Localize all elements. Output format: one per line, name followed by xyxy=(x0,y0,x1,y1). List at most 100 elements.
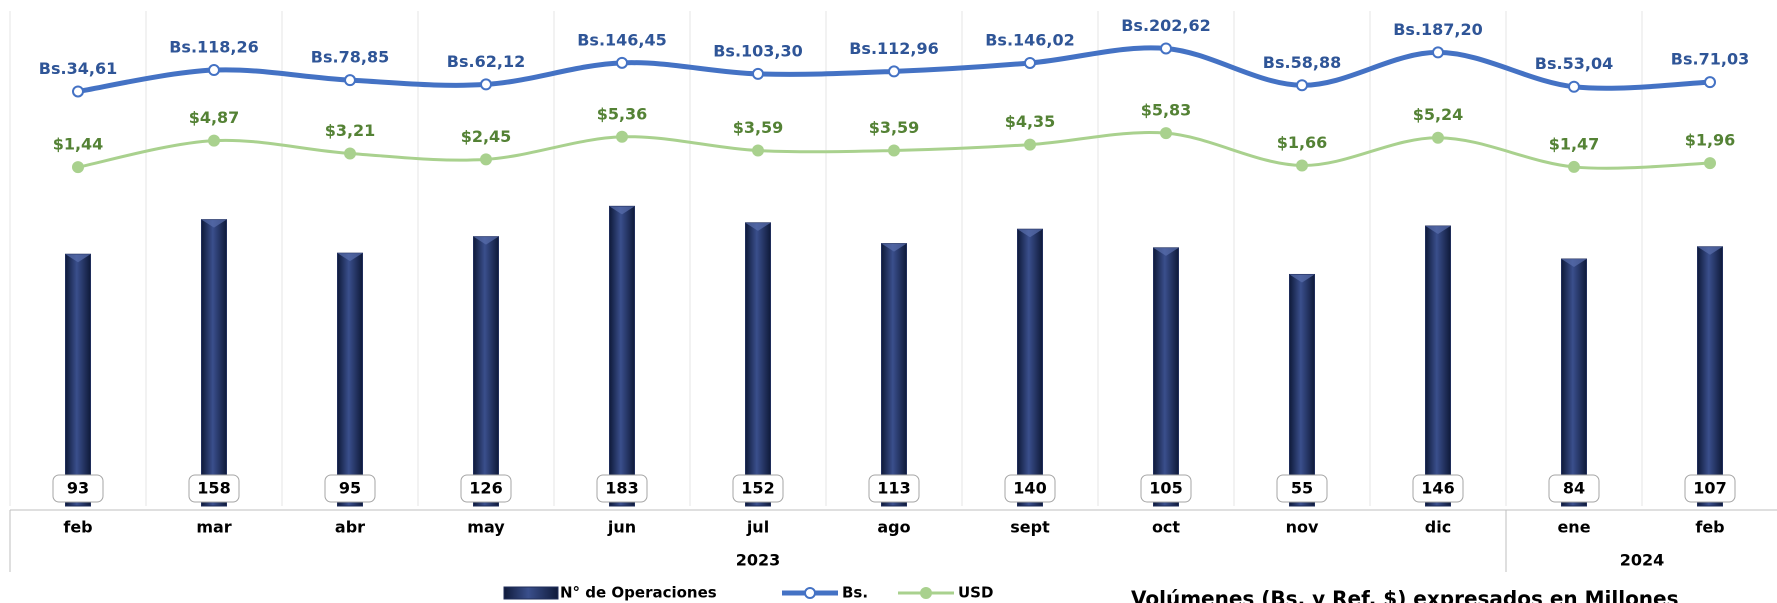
bar-cap xyxy=(1017,229,1043,238)
line-value-label: $3,59 xyxy=(733,118,784,137)
marker xyxy=(616,56,628,69)
marker xyxy=(888,144,900,157)
x-tick-label: dic xyxy=(1425,518,1451,537)
bar-value-label: 84 xyxy=(1563,479,1585,498)
marker xyxy=(1160,42,1172,55)
bar-cap xyxy=(65,254,91,263)
bar-cap xyxy=(337,253,363,262)
marker xyxy=(888,65,900,78)
marker xyxy=(1432,131,1444,144)
value-label-box xyxy=(1412,474,1464,503)
value-label-box xyxy=(1548,474,1600,503)
value-label-box xyxy=(1140,474,1192,503)
marker xyxy=(1704,157,1716,170)
line-value-label: $5,36 xyxy=(597,104,648,123)
line-value-label: Bs.53,04 xyxy=(1535,54,1613,73)
marker xyxy=(480,153,492,166)
bar xyxy=(337,252,363,507)
bar xyxy=(1017,228,1043,507)
line-value-label: Bs.78,85 xyxy=(311,48,389,67)
marker xyxy=(1296,79,1308,92)
marker xyxy=(1296,159,1308,172)
x-tick-label: feb xyxy=(1695,518,1724,537)
bar xyxy=(473,236,499,507)
bar xyxy=(65,253,91,507)
x-tick-label: nov xyxy=(1286,518,1319,537)
x-tick-label: mar xyxy=(196,518,231,537)
line-value-label: $1,66 xyxy=(1277,133,1328,152)
line-value-label: $3,59 xyxy=(869,118,920,137)
value-label-box xyxy=(188,474,240,503)
bar-value-label: 105 xyxy=(1149,479,1182,498)
marker xyxy=(344,147,356,160)
marker xyxy=(72,161,84,174)
bar-value-label: 55 xyxy=(1291,479,1313,498)
bar-value-label: 146 xyxy=(1421,479,1454,498)
bar-value-label: 183 xyxy=(605,479,638,498)
line-value-label: $5,83 xyxy=(1141,101,1192,120)
x-tick-label: oct xyxy=(1152,518,1180,537)
value-label-box xyxy=(732,474,784,503)
line-value-label: $1,44 xyxy=(53,135,104,154)
line-value-label: $1,47 xyxy=(1549,134,1600,153)
line-value-label: Bs.112,96 xyxy=(849,39,939,58)
note: Volúmenes (Bs. y Ref. $) expresados en M… xyxy=(1131,587,1679,603)
bar-cap xyxy=(201,219,227,228)
bar-cap xyxy=(1289,274,1315,283)
value-label-box xyxy=(868,474,920,503)
line-value-label: Bs.58,88 xyxy=(1263,53,1341,72)
line-value-label: $4,35 xyxy=(1005,112,1056,131)
bar-value-label: 93 xyxy=(67,479,89,498)
marker xyxy=(616,130,628,143)
bar-value-label: 152 xyxy=(741,479,774,498)
line-value-label: $1,96 xyxy=(1685,131,1736,150)
legend-label: USD xyxy=(958,584,993,602)
line-value-label: $4,87 xyxy=(189,108,240,127)
value-label-box xyxy=(1684,474,1736,503)
value-label-box xyxy=(596,474,648,503)
line-value-label: $3,21 xyxy=(325,121,376,140)
bar-cap xyxy=(473,236,499,245)
legend-swatch xyxy=(503,586,559,600)
value-label-box xyxy=(460,474,512,503)
bar xyxy=(881,243,907,507)
bar-value-label: 126 xyxy=(469,479,502,498)
marker xyxy=(72,85,84,98)
bar xyxy=(1561,258,1587,507)
bar xyxy=(1697,246,1723,507)
bar-value-label: 113 xyxy=(877,479,910,498)
bar-cap xyxy=(1425,226,1451,235)
marker xyxy=(1704,76,1716,89)
bar-cap xyxy=(609,206,635,215)
x-tick-label: abr xyxy=(335,518,365,537)
marker xyxy=(1024,138,1036,151)
marker xyxy=(752,67,764,80)
line-value-label: Bs.118,26 xyxy=(169,38,259,57)
line-value-label: Bs.146,02 xyxy=(985,30,1075,49)
x-tick-label: sept xyxy=(1010,518,1050,537)
marker xyxy=(1024,56,1036,69)
marker xyxy=(208,64,220,77)
line-value-label: Bs.71,03 xyxy=(1671,50,1749,69)
bar xyxy=(609,205,635,507)
bar xyxy=(1153,247,1179,507)
bar xyxy=(201,219,227,507)
value-label-box xyxy=(52,474,104,503)
bar-value-label: 95 xyxy=(339,479,361,498)
bar-value-label: 140 xyxy=(1013,479,1046,498)
legend-label: Bs. xyxy=(842,584,868,602)
line-value-label: $5,24 xyxy=(1413,105,1464,124)
bar xyxy=(1425,225,1451,507)
x-tick-label: ene xyxy=(1557,518,1590,537)
bar-value-label: 158 xyxy=(197,479,230,498)
bar-value-label: 107 xyxy=(1693,479,1726,498)
legend-marker xyxy=(804,587,816,599)
bar-cap xyxy=(881,243,907,252)
x-tick-label: jun xyxy=(607,518,636,537)
line-value-label: Bs.62,12 xyxy=(447,52,525,71)
x-tick-label: ago xyxy=(877,518,910,537)
x-tick-label: jul xyxy=(746,518,769,537)
bar-cap xyxy=(1561,259,1587,268)
marker xyxy=(1160,127,1172,140)
